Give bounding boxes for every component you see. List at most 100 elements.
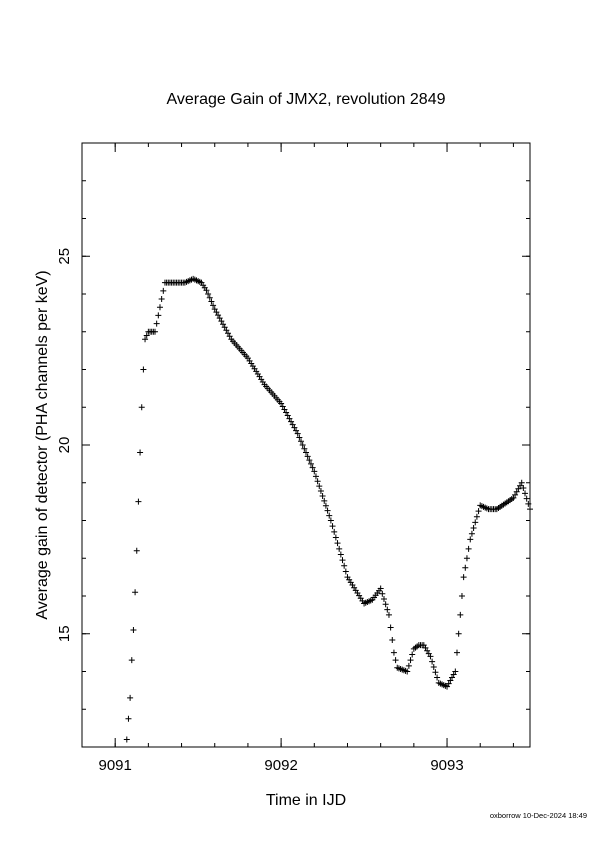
y-tick-label: 20 (56, 437, 73, 454)
y-tick-label: 25 (56, 248, 73, 265)
data-point (513, 488, 520, 495)
data-point (303, 449, 309, 456)
data-point (307, 460, 314, 467)
data-point (334, 540, 341, 547)
data-point (138, 404, 145, 411)
data-point (331, 528, 338, 535)
data-point (225, 330, 232, 337)
data-point (404, 668, 411, 675)
data-point (286, 415, 293, 422)
data-series (123, 275, 533, 743)
data-point (407, 657, 414, 664)
data-point (298, 438, 305, 445)
data-point (453, 649, 460, 656)
data-point (206, 294, 213, 301)
data-point (283, 409, 290, 416)
data-point (296, 434, 303, 441)
data-point (517, 482, 524, 489)
data-point (210, 302, 217, 309)
data-point (455, 630, 462, 637)
data-point (143, 332, 150, 339)
data-point (278, 400, 285, 407)
data-point (142, 336, 149, 343)
data-point (223, 327, 230, 334)
data-point (462, 564, 469, 571)
data-point (392, 657, 399, 664)
data-point (336, 545, 343, 552)
data-point (430, 663, 437, 670)
y-major-ticks: 15 20 25 (56, 248, 530, 642)
data-point (226, 333, 233, 340)
data-point (518, 479, 525, 486)
y-minor-ticks (82, 142, 530, 748)
data-point (155, 312, 162, 319)
y-axis-label: Average gain of detector (PHA channels p… (34, 270, 51, 619)
data-point (140, 366, 147, 373)
data-point (317, 488, 324, 495)
data-point (127, 694, 134, 701)
data-point (457, 611, 464, 618)
data-point (337, 551, 344, 558)
data-point (405, 662, 412, 669)
data-point (468, 530, 475, 537)
data-point (293, 427, 300, 434)
plot-frame (81, 142, 531, 748)
data-point (284, 412, 291, 419)
data-point (449, 674, 456, 681)
data-point (294, 430, 301, 437)
data-point (444, 683, 451, 690)
data-point (156, 304, 163, 311)
data-point (465, 545, 472, 552)
data-point (304, 453, 311, 460)
data-point (525, 500, 532, 507)
data-point (321, 497, 328, 504)
data-point (463, 555, 470, 562)
data-point (301, 445, 308, 452)
data-point (432, 669, 439, 676)
data-point (382, 601, 389, 608)
data-point (208, 298, 215, 305)
data-point (473, 513, 480, 520)
data-point (220, 321, 227, 328)
data-point (327, 517, 334, 524)
data-point (458, 593, 465, 599)
chart-title: Average Gain of JMX2, revolution 2849 (167, 91, 446, 108)
data-point (291, 424, 298, 431)
data-point (332, 534, 339, 541)
data-point (520, 485, 527, 492)
data-point (445, 680, 452, 687)
data-point (379, 590, 386, 597)
data-point (447, 677, 454, 684)
data-point (215, 312, 222, 319)
data-point (385, 611, 392, 618)
data-point (218, 318, 225, 325)
data-point (309, 464, 316, 471)
data-point (125, 715, 132, 722)
data-point (128, 657, 135, 664)
data-point (133, 547, 140, 554)
y-tick-label: 15 (56, 625, 73, 642)
data-point (137, 449, 144, 456)
data-point (527, 506, 533, 513)
data-point (281, 406, 288, 413)
data-point (329, 523, 336, 530)
data-point (434, 674, 441, 681)
data-point (429, 658, 436, 665)
data-point (467, 536, 474, 543)
data-point (427, 653, 434, 660)
data-point (339, 557, 346, 564)
data-point (515, 485, 522, 492)
data-point (384, 606, 391, 613)
data-point (130, 626, 137, 633)
data-point (324, 507, 331, 514)
data-point (299, 442, 306, 448)
data-point (153, 320, 160, 327)
data-point (213, 309, 220, 316)
data-point (316, 483, 323, 490)
data-point (216, 315, 223, 322)
x-major-ticks: 9091 9092 9093 (98, 143, 464, 774)
data-point (211, 306, 218, 313)
data-point (387, 624, 394, 631)
series (123, 275, 533, 743)
